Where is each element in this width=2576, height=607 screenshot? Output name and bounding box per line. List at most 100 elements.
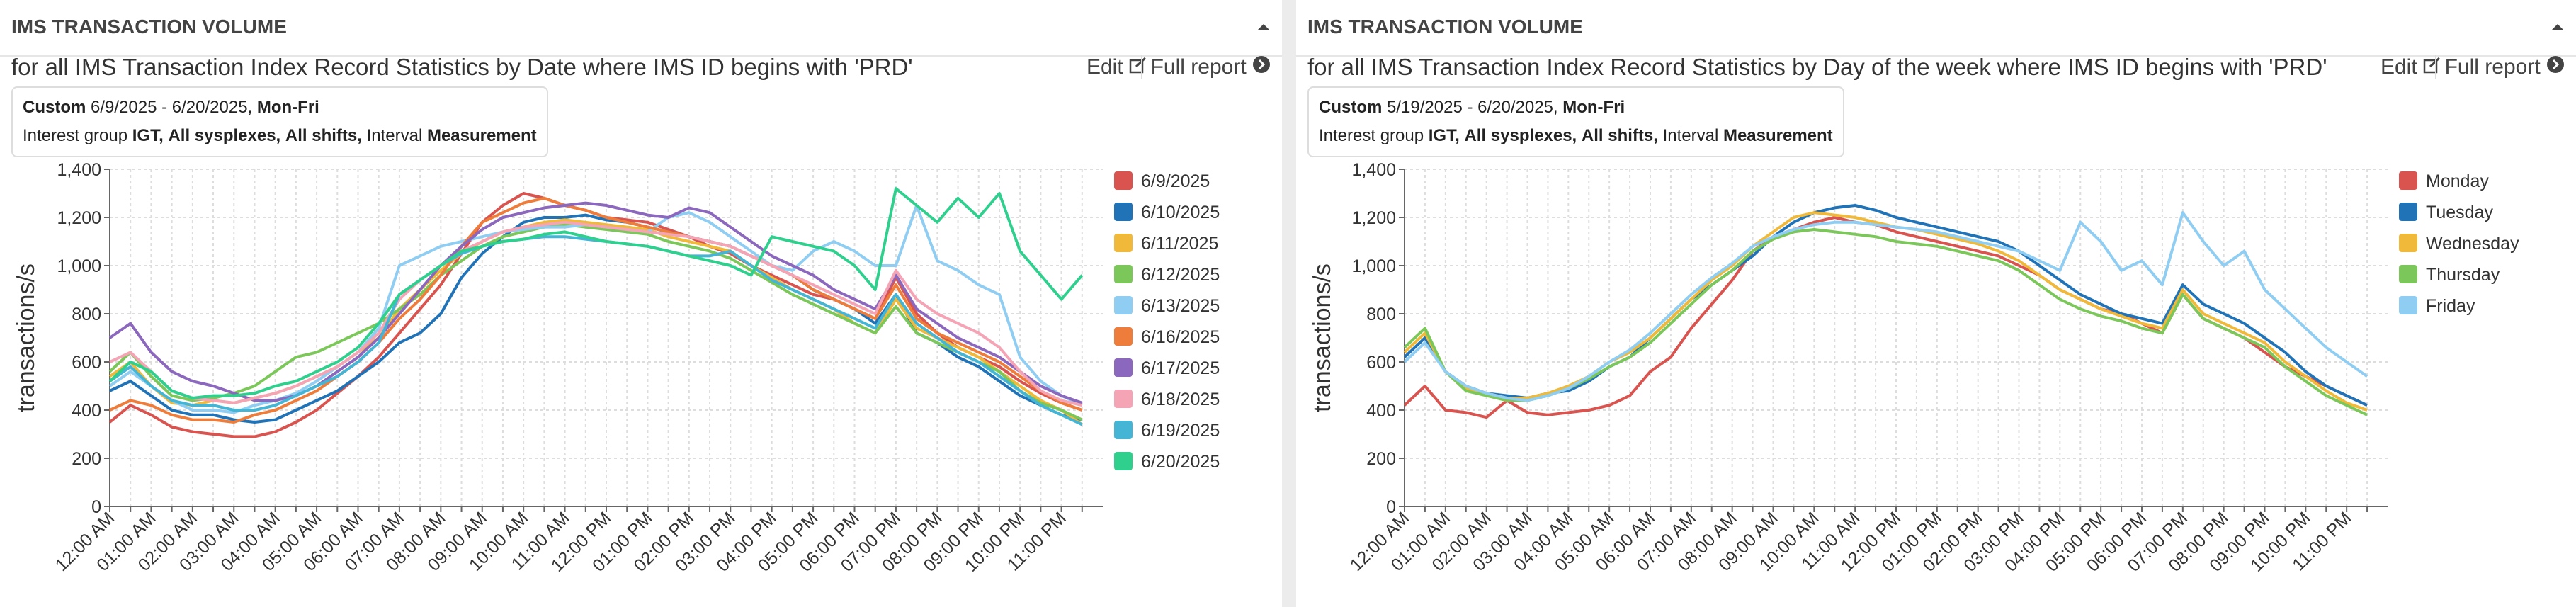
edit-link[interactable]: Edit (2381, 55, 2441, 79)
legend-swatch (1114, 171, 1133, 190)
filter-shifts: All shifts, (285, 126, 362, 145)
y-tick-label: 1,400 (57, 160, 101, 180)
edit-link[interactable]: Edit (1086, 55, 1147, 79)
filter-group: IGT, (1428, 126, 1460, 145)
y-axis-title: transactions/s (13, 263, 40, 412)
legend-swatch (2399, 203, 2417, 221)
legend-label: 6/11/2025 (1141, 234, 1218, 254)
legend-item: 6/20/2025 (1114, 452, 1220, 472)
full-report-text: Full report (2444, 55, 2541, 79)
series-line (109, 213, 1083, 424)
series-line (1403, 211, 2368, 402)
filter-interval: Measurement (1723, 126, 1833, 145)
legend-swatch (1114, 327, 1133, 346)
full-report-link[interactable]: Full report (1140, 55, 1271, 79)
y-tick-label: 800 (72, 305, 101, 324)
chart: transactions/s 0 200 400 600 800 1,000 1,200 1,4… (13, 160, 1220, 576)
filter-group: IGT, (132, 126, 164, 145)
legend-swatch (1114, 421, 1133, 439)
legend-label: Wednesday (2426, 234, 2519, 254)
filter-box: Custom 5/19/2025 - 6/20/2025, Mon-Fri Int… (1307, 86, 1844, 157)
filter-label: Interest group (23, 126, 128, 145)
legend-label: 6/9/2025 (1141, 171, 1210, 191)
legend-item: Monday (2399, 171, 2489, 191)
legend-label: Thursday (2426, 265, 2500, 285)
y-tick-label: 1,000 (1351, 256, 1396, 276)
panel-title: IMS TRANSACTION VOLUME (1307, 16, 1583, 38)
filter-line: Interest group IGT, All sysplexes, All s… (23, 122, 537, 150)
filter-line: Interest group IGT, All sysplexes, All s… (1319, 122, 1833, 150)
filter-label: Interest group (1319, 126, 1424, 145)
panel: IMS TRANSACTION VOLUME for all IMS Transa… (0, 0, 1282, 607)
series-line (1403, 216, 2368, 419)
legend-swatch (1114, 203, 1133, 221)
legend-item: Thursday (2399, 265, 2500, 285)
legend-label: Tuesday (2426, 203, 2493, 222)
filter-range: 5/19/2025 - 6/20/2025, (1387, 98, 1558, 117)
legend-item: 6/19/2025 (1114, 421, 1220, 441)
edit-icon (2423, 57, 2441, 74)
full-report-link[interactable]: Full report (2434, 55, 2565, 79)
legend-swatch (2399, 265, 2417, 283)
y-tick-label: 1,000 (57, 256, 101, 276)
collapse-icon[interactable] (2552, 23, 2563, 31)
y-tick-label: 1,400 (1351, 160, 1396, 180)
legend-item: 6/17/2025 (1114, 358, 1220, 378)
series-line (108, 204, 1083, 414)
legend-swatch (1114, 358, 1133, 377)
y-tick-label: 0 (91, 497, 101, 517)
chart: transactions/s 0 200 400 600 800 1,000 1,200 1,4… (1309, 160, 2519, 576)
y-tick-label: 400 (1366, 401, 1396, 421)
legend-label: Monday (2426, 171, 2489, 191)
panel-header: IMS TRANSACTION VOLUME (0, 0, 1282, 57)
filter-line: Custom 5/19/2025 - 6/20/2025, Mon-Fri (1319, 93, 1833, 122)
legend-item: Tuesday (2399, 203, 2493, 222)
filter-days: Mon-Fri (256, 98, 319, 117)
y-tick-label: 600 (72, 353, 101, 373)
y-tick-label: 0 (1386, 497, 1396, 517)
legend-swatch (1114, 234, 1133, 252)
edit-text: Edit (1086, 55, 1123, 79)
legend-label: 6/12/2025 (1141, 265, 1220, 285)
y-axis-title: transactions/s (1309, 263, 1336, 412)
legend-item: 6/11/2025 (1114, 234, 1218, 254)
arrow-icon (2547, 56, 2564, 73)
y-tick-label: 1,200 (1351, 208, 1396, 228)
legend-item: 6/12/2025 (1114, 265, 1220, 285)
filter-box: Custom 6/9/2025 - 6/20/2025, Mon-Fri Inte… (11, 86, 548, 157)
y-tick-label: 800 (1366, 305, 1396, 324)
legend-swatch (2399, 296, 2417, 314)
series-line (109, 196, 1083, 424)
legend-swatch (2399, 171, 2417, 190)
filter-sysplex: All sysplexes, (1464, 126, 1577, 145)
divider (1282, 0, 1296, 607)
legend-item: 6/13/2025 (1114, 296, 1220, 316)
panel: IMS TRANSACTION VOLUME for all IMS Transa… (1296, 0, 2576, 607)
y-tick-label: 200 (1366, 449, 1396, 469)
legend-label: 6/20/2025 (1141, 452, 1220, 472)
legend-item: 6/18/2025 (1114, 390, 1220, 409)
y-tick-label: 1,200 (57, 208, 101, 228)
filter-label: Interval (1662, 126, 1719, 145)
filter-shifts: All shifts, (1581, 126, 1658, 145)
panel-header: IMS TRANSACTION VOLUME (1296, 0, 2576, 57)
filter-label: Interval (366, 126, 423, 145)
legend-label: 6/10/2025 (1141, 203, 1220, 222)
y-tick-label: 400 (72, 401, 101, 421)
legend-label: 6/16/2025 (1141, 327, 1220, 347)
legend-swatch (1114, 390, 1133, 408)
legend-swatch (1114, 265, 1133, 283)
legend-item: Wednesday (2399, 234, 2519, 254)
subtitle: for all IMS Transaction Index Record Sta… (1307, 54, 2327, 80)
subtitle: for all IMS Transaction Index Record Sta… (11, 54, 913, 80)
collapse-icon[interactable] (1258, 23, 1269, 31)
edit-text: Edit (2380, 55, 2417, 79)
legend-label: 6/17/2025 (1141, 358, 1220, 378)
legend-label: 6/13/2025 (1141, 296, 1220, 316)
series-line (108, 187, 1084, 399)
filter-label: Custom (23, 98, 86, 117)
legend-swatch (2399, 234, 2417, 252)
legend-item: Friday (2399, 296, 2475, 316)
y-tick-label: 600 (1366, 353, 1396, 373)
